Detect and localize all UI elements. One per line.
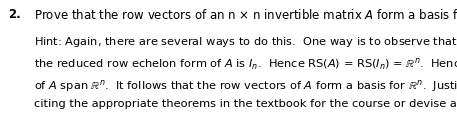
Text: Prove that the row vectors of an n $\times$ n invertible matrix $A$ form a basis: Prove that the row vectors of an n $\tim… <box>34 8 457 22</box>
Text: Hint: Again, there are several ways to do this.  One way is to observe that if $: Hint: Again, there are several ways to d… <box>34 35 457 49</box>
Text: 2.: 2. <box>8 8 21 21</box>
Text: citing the appropriate theorems in the textbook for the course or devise an argu: citing the appropriate theorems in the t… <box>34 99 457 109</box>
Text: the reduced row echelon form of $A$ is $I_n$.  Hence RS($A$) = RS($I_n$) = $\mat: the reduced row echelon form of $A$ is $… <box>34 57 457 72</box>
Text: of $A$ span $\mathbb{R}^n$.  It follows that the row vectors of $A$ form a basis: of $A$ span $\mathbb{R}^n$. It follows t… <box>34 78 457 94</box>
